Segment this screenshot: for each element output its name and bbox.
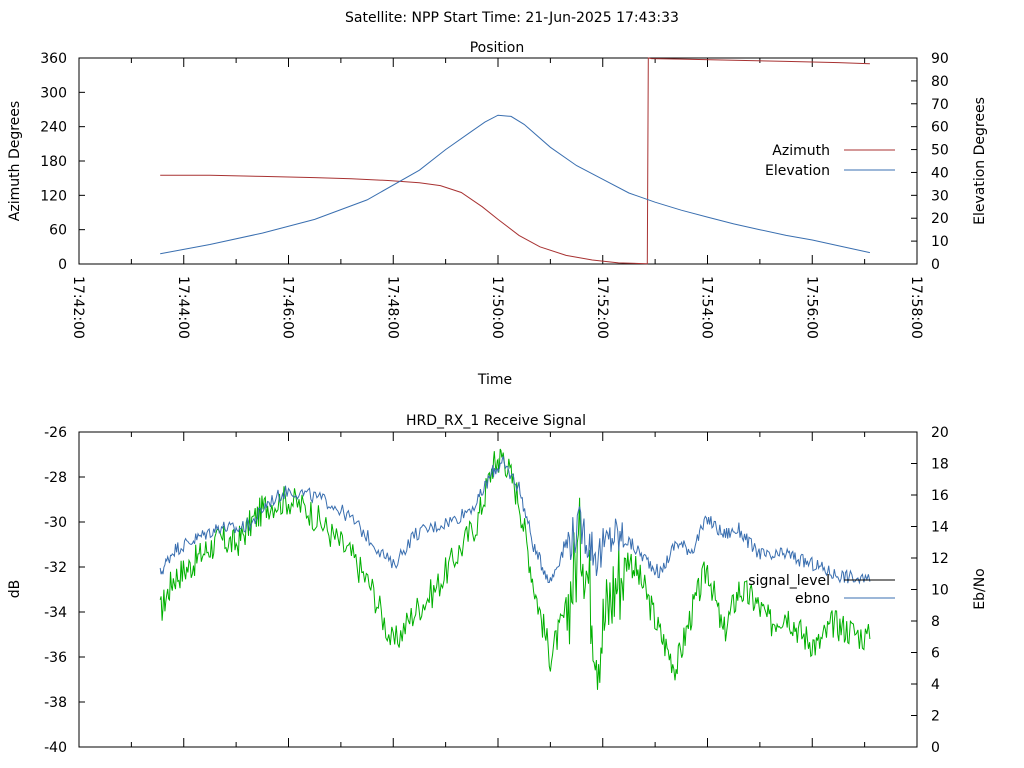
right-tick-label: 12 (931, 551, 949, 567)
right-tick-label: 50 (931, 143, 949, 159)
right-tick-label: 80 (931, 74, 949, 90)
receive-right-axis: 0 2 4 6 8 10 12 14 16 18 20 (911, 425, 949, 756)
right-tick-label: 8 (931, 614, 940, 630)
series-line-elevation (160, 114, 871, 255)
left-tick-label: 240 (40, 120, 67, 136)
left-tick-label: -32 (44, 560, 67, 576)
x-tick-label: 17:44:00 (175, 276, 191, 339)
x-tick-label: 17:56:00 (803, 276, 819, 339)
receive-y2label: Eb/No (972, 568, 988, 610)
series-line-signal-level (159, 448, 871, 690)
x-tick-label: 17:46:00 (280, 276, 296, 339)
left-tick-label: -28 (44, 470, 67, 486)
left-tick-label: -26 (44, 425, 67, 441)
right-tick-label: 40 (931, 165, 949, 181)
receive-chart-title: HRD_RX_1 Receive Signal (406, 413, 586, 429)
left-tick-label: 360 (40, 51, 67, 67)
legend-label-azimuth: Azimuth (772, 143, 830, 159)
right-tick-label: 70 (931, 97, 949, 113)
receive-signal-chart: HRD_RX_1 Receive Signal -26-28-30-32-34-… (7, 413, 988, 756)
left-tick-label: -40 (44, 740, 67, 756)
right-tick-label: 6 (931, 646, 940, 662)
right-tick-label: 10 (931, 234, 949, 250)
right-tick-label: 2 (931, 709, 940, 725)
right-tick-label: 60 (931, 120, 949, 136)
receive-time-axis (78, 432, 918, 747)
left-tick-label: 180 (40, 154, 67, 170)
right-tick-label: 16 (931, 488, 949, 504)
legend-label-ebno: ebno (795, 591, 830, 607)
x-tick-label: 17:48:00 (384, 276, 400, 339)
legend-label-signal-level: signal_level (748, 573, 830, 589)
right-tick-label: 4 (931, 677, 940, 693)
receive-left-axis: -26 -28 -30 -32 -34 -36 -38 -40 (44, 425, 85, 756)
left-tick-label: 300 (40, 85, 67, 101)
x-tick-label: 17:50:00 (489, 276, 505, 339)
receive-plot-frame (78, 431, 918, 748)
right-tick-label: 20 (931, 425, 949, 441)
right-tick-label: 10 (931, 583, 949, 599)
right-tick-label: 14 (931, 520, 949, 536)
left-tick-label: 60 (49, 223, 67, 239)
receive-ylabel: dB (7, 580, 23, 599)
position-legend: Azimuth Elevation (765, 143, 895, 179)
position-series (160, 57, 871, 265)
page-title: Satellite: NPP Start Time: 21-Jun-2025 1… (345, 10, 679, 26)
left-tick-label: -34 (44, 605, 67, 621)
x-tick-label: 17:54:00 (699, 276, 715, 339)
series-line-azimuth (160, 57, 870, 265)
right-tick-label: 0 (931, 257, 940, 273)
left-tick-label: -38 (44, 695, 67, 711)
x-tick-label: 17:58:00 (908, 276, 924, 339)
legend-label-elevation: Elevation (765, 163, 830, 179)
x-tick-label: 17:52:00 (594, 276, 610, 339)
position-chart-title: Position (470, 40, 525, 56)
receive-legend: signal_level ebno (748, 573, 895, 607)
left-tick-label: -36 (44, 650, 67, 666)
position-y2label: Elevation Degrees (972, 97, 988, 225)
position-time-axis: 17:42:00 17:44:00 17:46:00 17:48:00 17:50:00… (70, 58, 924, 339)
right-tick-label: 20 (931, 211, 949, 227)
receive-series (159, 448, 871, 690)
x-tick-label: 17:42:00 (70, 276, 86, 339)
left-tick-label: 120 (40, 188, 67, 204)
right-tick-label: 18 (931, 457, 949, 473)
right-tick-label: 90 (931, 51, 949, 67)
position-plot-frame (78, 57, 918, 265)
position-ylabel: Azimuth Degrees (7, 101, 23, 221)
position-xlabel: Time (477, 372, 512, 388)
position-right-axis: 0 10 20 30 40 50 60 70 80 90 (911, 51, 949, 273)
right-tick-label: 0 (931, 740, 940, 756)
position-left-axis: 0 60 120 180 240 300 360 (40, 51, 85, 273)
left-tick-label: 0 (58, 257, 67, 273)
right-tick-label: 30 (931, 188, 949, 204)
left-tick-label: -30 (44, 515, 67, 531)
position-chart: Position 0 60 120 180 240 300 360 0 10 20 30 40 50 6… (7, 40, 988, 388)
series-line-ebno (159, 455, 871, 585)
